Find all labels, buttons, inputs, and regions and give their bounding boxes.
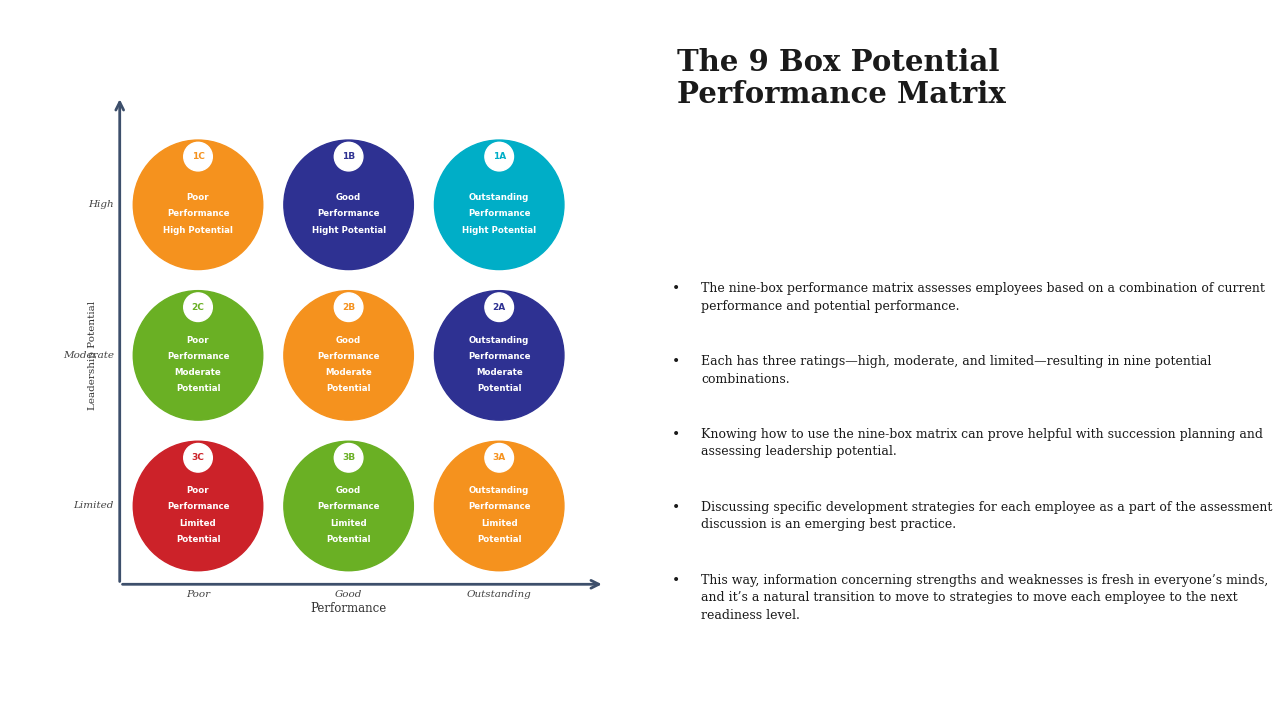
Text: Outstanding: Outstanding xyxy=(468,486,530,495)
Text: Limited: Limited xyxy=(73,501,114,510)
Text: Hight Potential: Hight Potential xyxy=(462,225,536,235)
Text: •: • xyxy=(672,501,680,515)
Text: 2C: 2C xyxy=(192,302,205,312)
Circle shape xyxy=(334,143,364,171)
Text: •: • xyxy=(672,574,680,588)
Text: Performance: Performance xyxy=(468,210,530,218)
Circle shape xyxy=(485,444,513,472)
Text: Limited: Limited xyxy=(330,518,367,528)
Text: Performance: Performance xyxy=(317,352,380,361)
Text: Limited: Limited xyxy=(481,518,517,528)
Text: •: • xyxy=(672,355,680,369)
Text: 2B: 2B xyxy=(342,302,355,312)
Text: Potential: Potential xyxy=(175,384,220,393)
Text: Moderate: Moderate xyxy=(174,368,221,377)
Text: Good: Good xyxy=(337,336,361,345)
Text: Performance: Performance xyxy=(166,503,229,511)
Circle shape xyxy=(184,444,212,472)
Text: High Potential: High Potential xyxy=(163,225,233,235)
Circle shape xyxy=(284,291,413,420)
Text: Discussing specific development strategies for each employee as a part of the as: Discussing specific development strategi… xyxy=(701,501,1272,531)
Text: Performance: Performance xyxy=(166,352,229,361)
Text: Good: Good xyxy=(337,193,361,202)
Text: Poor: Poor xyxy=(187,486,210,495)
Text: •: • xyxy=(672,428,680,442)
Text: The 9 Box Potential
Performance Matrix: The 9 Box Potential Performance Matrix xyxy=(677,48,1006,109)
Text: 1C: 1C xyxy=(192,152,205,161)
Text: Performance: Performance xyxy=(317,210,380,218)
Circle shape xyxy=(133,291,262,420)
Text: Knowing how to use the nine-box matrix can prove helpful with succession plannin: Knowing how to use the nine-box matrix c… xyxy=(701,428,1263,459)
Text: Limited: Limited xyxy=(179,518,216,528)
Text: Potential: Potential xyxy=(477,384,521,393)
Text: Good: Good xyxy=(337,486,361,495)
Circle shape xyxy=(434,291,564,420)
Text: 2A: 2A xyxy=(493,302,506,312)
Circle shape xyxy=(133,441,262,571)
Circle shape xyxy=(133,140,262,269)
Text: Moderate: Moderate xyxy=(63,351,114,360)
Text: High: High xyxy=(88,200,114,210)
Text: Potential: Potential xyxy=(326,535,371,544)
Circle shape xyxy=(284,140,413,269)
Text: Poor: Poor xyxy=(186,590,210,599)
Circle shape xyxy=(434,441,564,571)
Text: Each has three ratings—high, moderate, and limited—resulting in nine potential c: Each has three ratings—high, moderate, a… xyxy=(701,355,1211,386)
Text: Performance: Performance xyxy=(311,602,387,615)
Circle shape xyxy=(284,441,413,571)
Text: Potential: Potential xyxy=(326,384,371,393)
Text: Good: Good xyxy=(335,590,362,599)
Text: Performance: Performance xyxy=(468,503,530,511)
Text: 3B: 3B xyxy=(342,454,355,462)
Circle shape xyxy=(184,293,212,322)
Circle shape xyxy=(485,143,513,171)
Text: Performance: Performance xyxy=(317,503,380,511)
Text: Moderate: Moderate xyxy=(325,368,372,377)
Text: 3A: 3A xyxy=(493,454,506,462)
Text: Poor: Poor xyxy=(187,336,210,345)
Text: Poor: Poor xyxy=(187,193,210,202)
Text: The nine-box performance matrix assesses employees based on a combination of cur: The nine-box performance matrix assesses… xyxy=(701,282,1265,312)
Text: 1A: 1A xyxy=(493,152,506,161)
Text: Potential: Potential xyxy=(477,535,521,544)
Text: Performance: Performance xyxy=(166,210,229,218)
Circle shape xyxy=(434,140,564,269)
Circle shape xyxy=(334,444,364,472)
Text: Hight Potential: Hight Potential xyxy=(311,225,385,235)
Text: Moderate: Moderate xyxy=(476,368,522,377)
Text: Outstanding: Outstanding xyxy=(467,590,531,599)
Text: 1B: 1B xyxy=(342,152,355,161)
Text: Outstanding: Outstanding xyxy=(468,336,530,345)
Text: This way, information concerning strengths and weaknesses is fresh in everyone’s: This way, information concerning strengt… xyxy=(701,574,1268,621)
Text: Leadership Potential: Leadership Potential xyxy=(88,301,97,410)
Circle shape xyxy=(184,143,212,171)
Text: Potential: Potential xyxy=(175,535,220,544)
Circle shape xyxy=(334,293,364,322)
Circle shape xyxy=(485,293,513,322)
Text: Performance: Performance xyxy=(468,352,530,361)
Text: •: • xyxy=(672,282,680,296)
Text: Outstanding: Outstanding xyxy=(468,193,530,202)
Text: 3C: 3C xyxy=(192,454,205,462)
